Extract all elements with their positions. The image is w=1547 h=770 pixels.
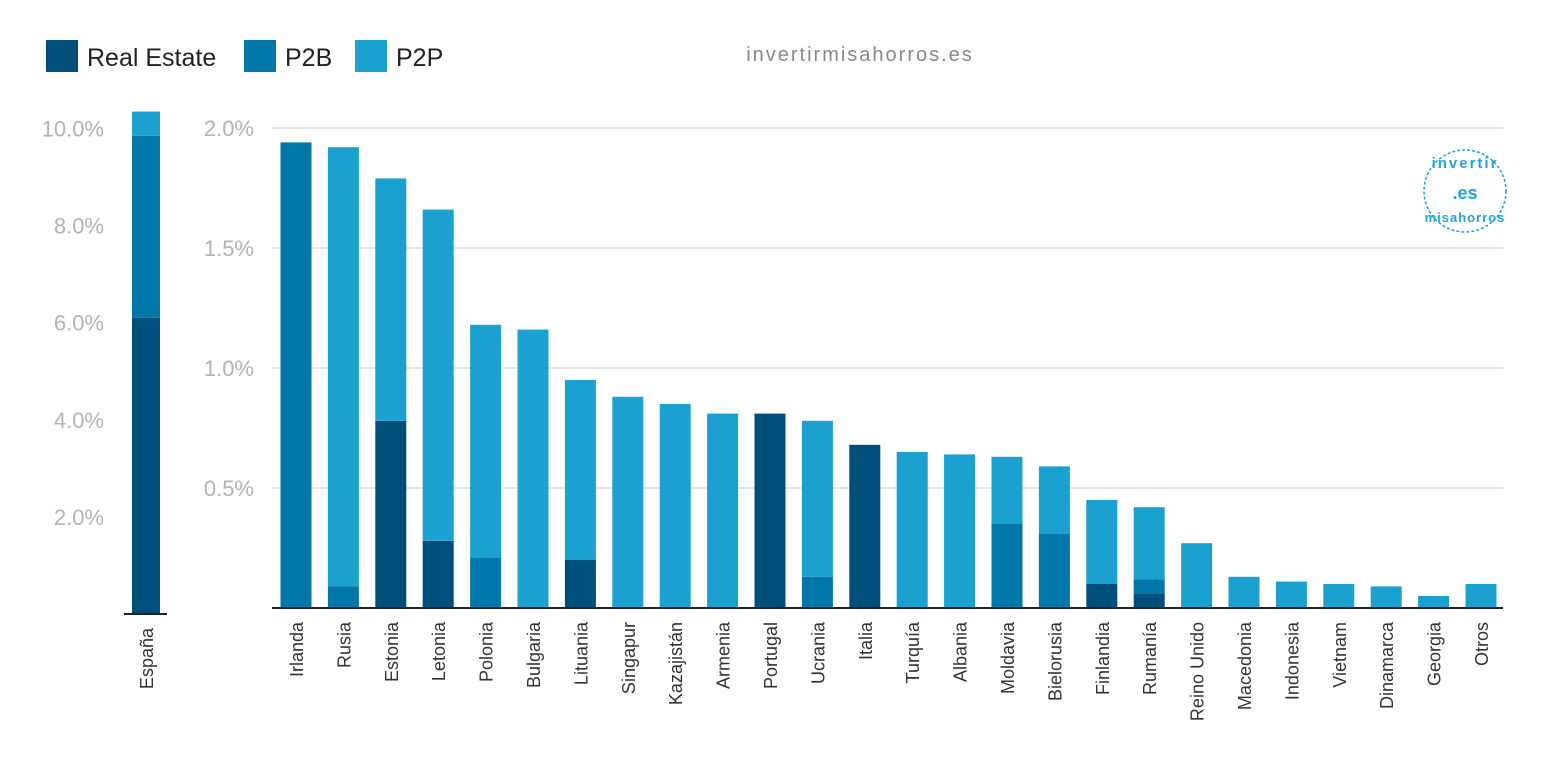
bar-finlandia-real-estate [1086,584,1118,608]
x-tick-label: Letonia [429,621,449,681]
x-tick-label: Rumanía [1140,621,1160,695]
bar-espana-p2p [132,111,160,136]
x-tick-label: Georgia [1425,621,1445,686]
chart-espana: 2.0% 4.0% 6.0% 8.0% 10.0% España [42,111,167,689]
legend-label-real-estate: Real Estate [87,44,216,72]
bar-bulgaria-p2p [517,329,549,608]
bar-estonia-real-estate [375,420,407,608]
bar-rumania-p2b [1133,579,1165,594]
x-tick-label: Singapur [619,622,639,694]
bar-armenia-p2p [707,413,739,608]
x-tick-label: Estonia [382,621,402,682]
bar-singapur-p2p [612,396,644,608]
bar-rusia-p2p [327,147,359,587]
bar-bielorusia-p2p [1038,466,1070,534]
x-tick-label: Albania [951,621,971,682]
bar-rusia-p2b [327,586,359,608]
watermark-text: invertirmisahorros.es [746,44,974,66]
legend-label-p2p: P2P [396,44,443,72]
x-tick-label: Armenia [714,621,734,689]
y-tick-label: 1.5% [204,236,254,261]
bar-polonia-p2b [470,557,502,608]
y-tick-label: 4.0% [54,408,104,433]
bar-finlandia-p2p [1086,500,1118,584]
x-tick-label: Kazajistán [666,622,686,705]
bar-moldavia-p2p [991,456,1023,524]
legend-swatch-p2b [244,40,276,72]
bar-albania-p2p [944,454,976,608]
bar-estonia-p2p [375,178,407,421]
x-tick-label: Moldavia [998,621,1018,694]
bar-otros-p2p [1465,584,1497,608]
x-tick-label: Indonesia [1282,621,1302,700]
bar-italia-real-estate [849,444,881,608]
x-tick-label: España [137,627,157,689]
legend: Real Estate P2B P2P [46,40,443,72]
bar-kazajistan-p2p [659,404,691,608]
x-tick-label: Turquía [903,621,923,683]
logo-top-text: invertir [1432,155,1499,172]
bar-letonia-p2p [422,209,454,541]
bar-ucrania-p2p [801,420,833,577]
bar-rumania-real-estate [1133,593,1165,608]
x-tick-label: Rusia [334,621,354,668]
bar-moldavia-p2b [991,524,1023,608]
x-tick-label: Polonia [477,621,497,682]
logo: invertir .es misahorros [1423,149,1507,233]
bar-letonia-real-estate [422,540,454,608]
x-tick-label: Ucrania [808,621,828,684]
bar-polonia-p2p [470,324,502,558]
y-tick-label: 2.0% [204,116,254,141]
x-tick-label: Italia [856,621,876,660]
bar-lituania-p2p [564,380,596,560]
bar-turquia-p2p [896,452,928,608]
logo-bottom-text: misahorros [1425,210,1506,225]
x-tick-label: Otros [1472,622,1492,666]
y-tick-label: 8.0% [54,214,104,239]
bar-reino-unido-p2p [1181,543,1213,608]
legend-swatch-real-estate [46,40,78,72]
chart-countries: 0.5% 1.0% 1.5% 2.0% Irlanda Rusia Estonia Leton… [204,116,1503,721]
bar-rumania-p2p [1133,507,1165,580]
logo-ring [1423,149,1507,233]
x-tick-label: Reino Unido [1188,622,1208,721]
x-tick-label: Portugal [761,622,781,689]
bar-macedonia-p2p [1228,576,1260,608]
bar-espana-p2b [132,135,160,318]
x-tick-label: Macedonia [1235,621,1255,710]
bar-espana-real-estate [132,317,160,614]
x-tick-label: Dinamarca [1377,621,1397,709]
bar-bielorusia-p2b [1038,533,1070,608]
y-tick-label: 10.0% [42,117,104,142]
bar-dinamarca-p2p [1370,586,1402,608]
x-tick-label: Bulgaria [524,621,544,688]
bar-ucrania-p2b [801,576,833,608]
x-tick-label: Irlanda [287,621,307,677]
y-tick-label: 2.0% [54,505,104,530]
legend-swatch-p2p [355,40,387,72]
x-tick-label: Vietnam [1330,622,1350,688]
y-tick-label: 6.0% [54,311,104,336]
legend-label-p2b: P2B [285,44,332,72]
bar-lituania-real-estate [564,560,596,608]
y-tick-label: 0.5% [204,476,254,501]
bar-georgia-p2p [1418,596,1450,608]
bar-vietnam-p2p [1323,584,1355,608]
x-tick-label: Lituania [571,621,591,685]
logo-middle-text: .es [1452,183,1477,203]
x-tick-label: Bielorusia [1045,621,1065,701]
bar-irlanda-p2b [280,142,312,608]
bar-indonesia-p2p [1275,581,1307,608]
y-tick-label: 1.0% [204,356,254,381]
bar-portugal-real-estate [754,413,786,608]
x-tick-label: Finlandia [1093,621,1113,695]
